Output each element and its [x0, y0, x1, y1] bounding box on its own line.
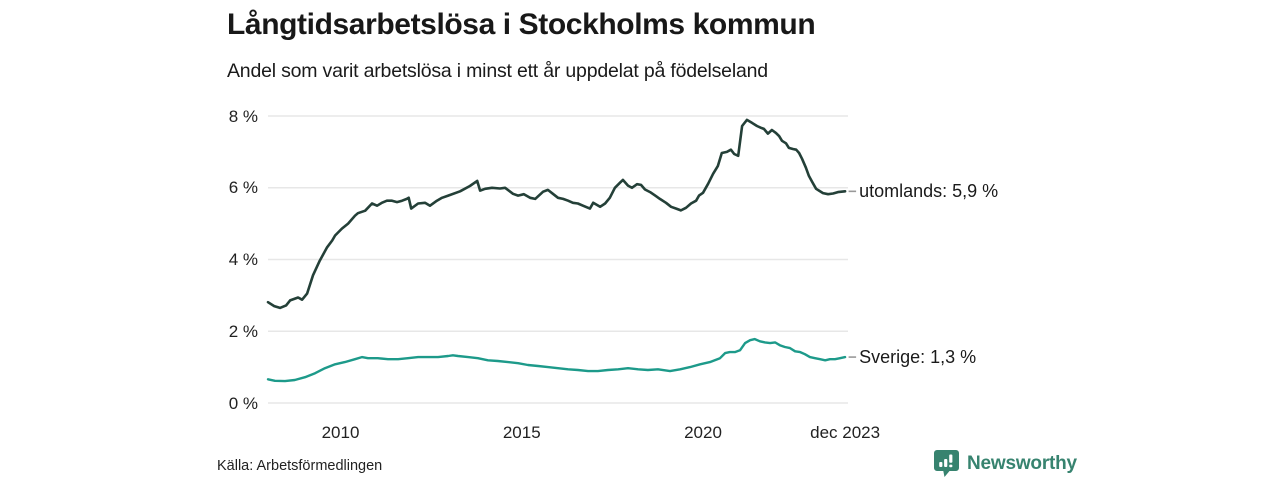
y-axis-tick-label: 4 % — [228, 250, 258, 269]
newsworthy-speech-bubble-barchart-icon — [934, 450, 959, 477]
page-title: Långtidsarbetslösa i Stockholms kommun — [227, 8, 816, 41]
source-note: Källa: Arbetsförmedlingen — [217, 458, 383, 474]
series-line-utomlands — [266, 118, 847, 310]
x-axis-tick-label: 2010 — [321, 423, 360, 442]
y-axis-tick-label: 2 % — [228, 321, 258, 341]
x-axis-tick-label: 2020 — [684, 423, 722, 442]
series-line-sverige — [266, 337, 847, 383]
y-axis-tick-label: 6 % — [228, 178, 258, 198]
x-axis-tick-label: 2015 — [502, 423, 541, 442]
page-subtitle: Andel som varit arbetslösa i minst ett å… — [227, 60, 768, 82]
x-axis-tick-label: dec 2023 — [810, 423, 881, 442]
series-label-utomlands: utomlands: 5,9 % — [859, 181, 999, 202]
y-axis-tick-label: 0 % — [228, 393, 258, 413]
y-axis-tick-label: 8 % — [228, 106, 258, 126]
brand-name: Newsworthy — [967, 452, 1077, 474]
newsworthy-logo: Newsworthy — [933, 449, 1077, 478]
series-label-sverige: Sverige: 1,3 % — [859, 347, 977, 368]
